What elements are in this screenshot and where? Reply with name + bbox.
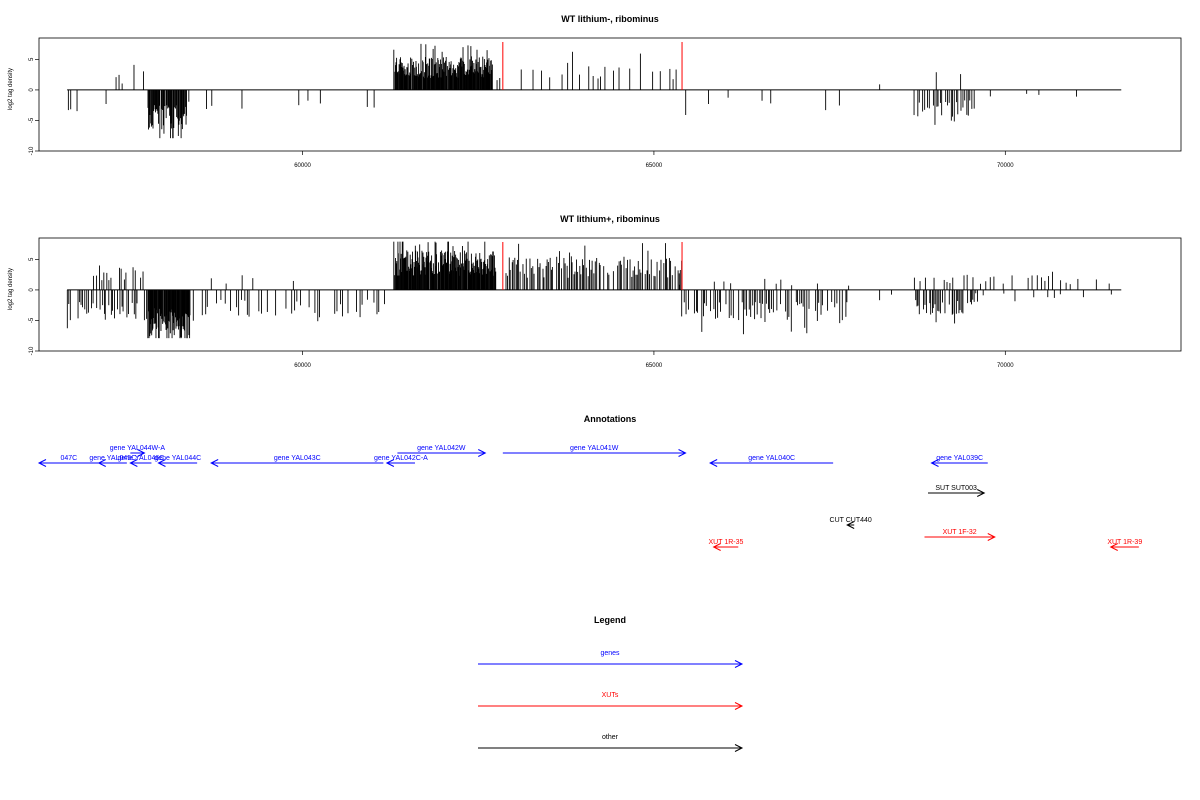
y-axis: -10 -5 0 5 [29, 57, 39, 155]
arrow-head-icon [37, 459, 47, 467]
annotation-label: gene YAL042C-A [374, 455, 428, 462]
annotation-feature: CUT CUT440 [830, 517, 872, 529]
plot-frame [38, 237, 1182, 352]
density-bars [67, 43, 1077, 139]
legend-item: genes [478, 650, 744, 668]
plot-frame [38, 37, 1182, 152]
arrow-head-icon [712, 543, 721, 551]
arrow-head-icon [734, 660, 744, 668]
annotation-label: gene YAL045C [89, 455, 136, 462]
x-tick-label: 65000 [646, 163, 663, 169]
x-tick-label: 60000 [294, 163, 311, 169]
track-wt-lithium-minus: WT lithium-, ribominus log2 tag density … [8, 14, 1182, 169]
annotation-feature: gene YAL041W [502, 445, 687, 457]
annotation-feature: XUT 1F-32 [924, 529, 996, 541]
annotation-label: XUT 1R-35 [709, 539, 744, 546]
annotation-feature: XUT 1R-39 [1107, 539, 1142, 551]
annotation-label: XUT 1R-39 [1107, 539, 1142, 546]
annotation-label: gene YAL044W-A [110, 445, 166, 452]
arrow-head-icon [734, 702, 744, 710]
legend-label: XUTs [602, 692, 619, 699]
x-axis: 60000 65000 70000 [294, 351, 1014, 369]
arrow-head-icon [478, 449, 487, 457]
legend-label: genes [600, 650, 620, 657]
x-axis: 60000 65000 70000 [294, 151, 1014, 169]
arrow-head-icon [157, 459, 166, 467]
y-axis: -10 -5 0 5 [29, 257, 39, 355]
annotation-label: gene YAL043C [274, 455, 321, 462]
annotation-feature: SUT SUT003 [928, 485, 986, 497]
annotation-label: XUT 1F-32 [943, 529, 977, 536]
annotation-label: gene YAL042W [417, 445, 466, 452]
legend-title: Legend [594, 615, 626, 625]
arrow-head-icon [709, 459, 718, 467]
arrow-head-icon [1109, 543, 1118, 551]
x-tick-label: 60000 [294, 363, 311, 369]
density-bars [66, 241, 1112, 339]
y-tick-label: 5 [29, 257, 35, 261]
annotation-feature: gene YAL039C [930, 455, 988, 467]
legend-label: other [602, 734, 619, 741]
annotation-feature: XUT 1R-35 [709, 539, 744, 551]
x-tick-label: 65000 [646, 363, 663, 369]
annotation-feature: gene YAL046C [117, 455, 164, 467]
y-tick-label: -5 [29, 117, 35, 123]
annotation-label: gene YAL044C [154, 455, 201, 462]
annotation-label: gene YAL039C [936, 455, 983, 462]
annotation-feature: gene YAL044W-A [110, 445, 166, 457]
arrow-head-icon [678, 449, 687, 457]
arrow-head-icon [734, 744, 744, 752]
annotation-feature: gene YAL042C-A [374, 455, 428, 467]
arrow-head-icon [987, 533, 996, 541]
annotation-label: SUT SUT003 [935, 485, 977, 492]
legend-item: XUTs [478, 692, 744, 710]
arrow-head-icon [846, 521, 855, 529]
arrow-head-icon [930, 459, 939, 467]
annotations-title: Annotations [584, 414, 637, 424]
y-axis-label: log2 tag density [8, 268, 14, 310]
annotation-label: gene YAL041W [570, 445, 619, 452]
annotation-label: gene YAL040C [748, 455, 795, 462]
track-title: WT lithium-, ribominus [561, 14, 659, 24]
arrow-head-icon [977, 489, 986, 497]
highlight-markers [502, 242, 683, 290]
highlight-markers [502, 42, 683, 90]
annotation-label: CUT CUT440 [830, 517, 872, 524]
annotation-label: 047C [61, 455, 78, 462]
arrow-head-icon [385, 459, 395, 467]
arrow-head-icon [97, 459, 106, 467]
annotation-feature: 047C [37, 455, 99, 467]
legend-items: genes XUTs other [478, 650, 744, 752]
y-tick-label: 5 [29, 57, 35, 61]
legend-item: other [478, 734, 744, 752]
y-tick-label: 0 [29, 288, 35, 292]
y-tick-label: 0 [29, 88, 35, 92]
annotation-feature: gene YAL042W [397, 445, 487, 457]
annotation-feature: gene YAL040C [709, 455, 834, 467]
y-tick-label: -5 [29, 317, 35, 323]
arrow-head-icon [210, 459, 219, 467]
track-title: WT lithium+, ribominus [560, 214, 660, 224]
annotation-feature: gene YAL044C [154, 455, 201, 467]
arrow-head-icon [137, 449, 146, 457]
x-tick-label: 70000 [997, 163, 1014, 169]
annotations-panel: Annotations 047C gene YAL044W-A gene YAL04… [37, 414, 1142, 551]
annotation-feature: gene YAL043C [210, 455, 384, 467]
y-tick-label: -10 [29, 146, 35, 155]
x-tick-label: 70000 [997, 363, 1014, 369]
legend: Legend genes XUTs other [478, 615, 744, 752]
arrow-head-icon [129, 459, 138, 467]
annotation-label: gene YAL046C [117, 455, 164, 462]
y-tick-label: -10 [29, 346, 35, 355]
track-wt-lithium-plus: WT lithium+, ribominus log2 tag density … [8, 214, 1182, 369]
annotation-feature: gene YAL045C [89, 455, 136, 467]
y-axis-label: log2 tag density [8, 68, 14, 110]
